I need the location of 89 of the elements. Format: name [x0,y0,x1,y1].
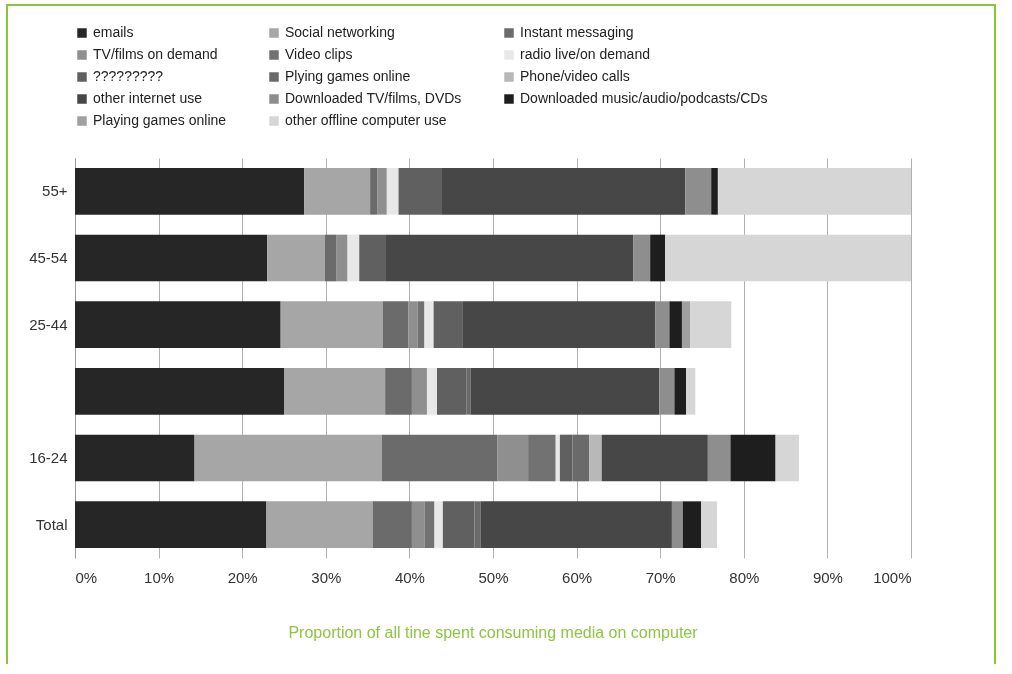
x-tick-label: 0% [75,568,98,586]
legend-label: Social networking [285,24,395,40]
bar [601,434,708,482]
bar [442,168,686,215]
bar [75,368,284,415]
bar [480,501,672,548]
bar [75,434,195,482]
bar [650,234,666,282]
bar [436,368,467,415]
legend-label: Playing games online [93,112,227,128]
bar [686,368,696,415]
bar [682,501,702,548]
bar [462,301,656,348]
bar [267,234,325,282]
bar [386,168,399,215]
bar [681,301,691,348]
bar [377,168,387,215]
bar [75,234,268,282]
bar [434,501,443,548]
bar [669,301,682,348]
bar [701,501,718,548]
bar [347,234,360,282]
bar [775,434,799,482]
bar [426,368,437,415]
x-tick-label: 30% [311,568,342,586]
bar [717,168,911,215]
bar [359,234,386,282]
legend-label: Downloaded TV/films, DVDs [285,90,462,106]
x-tick-label: 80% [729,568,760,586]
x-tick-label: 60% [562,568,593,586]
legend-label: Phone/video calls [520,68,630,84]
legend-label: TV/films on demand [93,46,218,62]
x-tick-label: 90% [812,568,843,586]
bar [372,501,412,548]
x-tick-label: 20% [227,568,258,586]
bar [385,234,634,282]
bar [75,501,267,548]
y-tick-label: 55+ [42,182,68,200]
legend-label: Video clips [285,46,353,62]
bar [711,168,718,215]
bar [470,368,660,415]
y-tick-label: Total [35,515,68,533]
bar [528,434,556,482]
legend-label: other internet use [93,90,203,106]
legend-label: ????????? [93,68,164,84]
bar [424,301,434,348]
bar [589,434,602,482]
bar [336,234,348,282]
bar [633,234,651,282]
bar [75,168,305,215]
bar [424,501,435,548]
bar [75,301,281,348]
legend-label: other offline computer use [285,112,447,128]
x-tick-label: 10% [144,568,175,586]
bar [707,434,731,482]
legend-label: Instant messaging [520,24,634,40]
bar [381,434,498,482]
bar [433,301,463,348]
bar [411,368,427,415]
bar [382,301,409,348]
bar [655,301,670,348]
bar [665,234,911,282]
bar [671,501,683,548]
bar [555,434,560,482]
bar [685,168,712,215]
bar [370,168,378,215]
legend-label: Plying games online [285,68,411,84]
y-tick-label: 25-44 [29,315,68,333]
x-tick-label: 40% [394,568,425,586]
bar [730,434,776,482]
x-tick-label: 70% [645,568,676,586]
bar [385,368,412,415]
legend-label: Downloaded music/audio/podcasts/CDs [520,90,768,106]
y-tick-label: 16-24 [29,449,68,466]
text: Proportion of all tine spent consuming media on computer [288,624,699,641]
x-tick-label: 100% [873,568,912,586]
bar [411,501,425,548]
bar [408,301,418,348]
legend-label: radio live/on demand [520,46,650,62]
bar [659,368,675,415]
x-tick-label: 50% [478,568,509,586]
bar [497,434,529,482]
bar [690,301,732,348]
bar [674,368,687,415]
bar [324,234,337,282]
y-tick-label: 45-54 [29,249,68,266]
bar [398,168,442,215]
legend-label: emails [93,24,134,40]
bar [417,301,425,348]
